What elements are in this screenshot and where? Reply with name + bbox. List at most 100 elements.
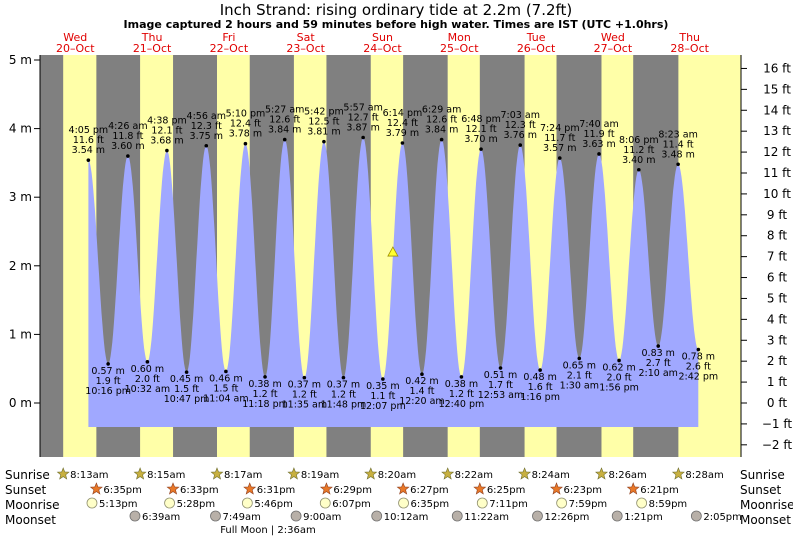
tide-label: 3.54 m [72,145,105,156]
tide-label: 2.0 ft [135,374,160,385]
tide-label: 12.1 ft [151,126,182,137]
tide-point [106,362,110,366]
tide-label: 1.2 ft [331,390,356,401]
sunset-icon [473,482,487,495]
sunset-icon [396,482,410,495]
tide-label: 4:05 pm [69,125,109,136]
tide-label: 3.84 m [425,125,458,136]
sunset-time: 6:21pm [640,485,679,496]
right-axis-label: 15 ft [763,82,791,96]
moonset-icon [690,510,702,522]
tide-label: 0.37 m [288,380,321,391]
tide-point [145,360,150,364]
moonrise-icon [164,497,175,509]
tide-point [243,141,248,146]
tide-label: 3.78 m [229,129,262,140]
day-name: Sun [372,31,393,44]
tide-point [86,158,91,162]
day-headers: Wed20–OctThu21–OctFri22–OctSat23–OctSun2… [56,31,710,55]
tide-label: 12.1 ft [466,124,497,135]
chart-subtitle: Image captured 2 hours and 59 minutes be… [124,18,669,31]
moonset-icon [129,510,141,522]
left-axis: 0 m 1 m 2 m 3 m 4 m 5 m [9,53,40,410]
tide-point [479,147,483,151]
sunrise-time: 8:13am [70,470,108,481]
right-axis-label: 7 ft [767,250,787,264]
tide-label: 11:04 am [203,393,248,404]
sunrise-time: 8:22am [455,470,493,481]
right-axis-label: 14 ft [763,103,791,117]
tide-label: 3.70 m [464,134,497,145]
tide-label: 12:53 am [478,390,523,401]
tide-label: 0.78 m [682,351,715,362]
tide-label: 11.7 ft [544,133,575,144]
tide-label: 3.87 m [346,123,379,134]
tide-label: 1.5 ft [213,383,238,394]
moonrise-icon [636,497,648,509]
full-moon-note: Full Moon | 2:36am [220,525,316,536]
tide-point [165,148,169,153]
tide-label: 3.79 m [386,128,419,139]
moonrise-time: 8:59pm [649,499,688,510]
current-level-marker [387,246,399,257]
tide-point [498,366,503,370]
tide-label: 0.48 m [523,372,556,383]
tide-label: 11:35 am [282,400,327,411]
right-axis-label: 3 ft [767,333,787,347]
tide-label: 3.57 m [543,143,576,154]
tide-label: 11:48 pm [321,400,367,411]
moonset-icon [371,510,383,522]
moonrise-label-left: Moonrise [5,498,60,512]
tide-label: 2.6 ft [686,361,711,372]
tide-label: 3.81 m [307,127,340,138]
tide-label: 4:38 pm [147,116,187,127]
sunset-time: 6:29pm [333,485,372,496]
tide-label: 1.7 ft [488,380,513,391]
tide-label: 1:30 am [560,380,599,391]
tide-label: 1.4 ft [409,386,434,397]
tide-label: 12.4 ft [230,119,261,130]
tide-label: 10:47 pm [164,394,210,405]
day-date: 27–Oct [594,42,633,55]
moonrise-icon [556,497,568,509]
sunset-icon [89,482,103,495]
tide-label: 7:03 am [501,110,540,121]
moonrise-time: 6:07pm [332,499,371,510]
tide-label: 3.75 m [190,131,223,142]
sunrise-time: 8:24am [532,470,570,481]
right-axis-label: 13 ft [763,124,791,138]
sunset-icon [243,482,257,495]
tide-label: 0.57 m [91,366,124,377]
tide-label: 6:14 pm [383,108,423,119]
astronomy-rows: Sunrise Sunset Moonrise Moonset Sunrise … [5,467,793,536]
tide-point [302,375,307,380]
tide-label: 0.65 m [563,360,596,371]
tide-label: 3.76 m [504,130,537,141]
left-axis-label: 2 m [9,259,32,273]
moonset-time: 12:26pm [544,512,589,523]
sunrise-time: 8:20am [378,470,416,481]
tide-label: 4:56 am [187,111,226,122]
sunset-time: 6:33pm [180,485,219,496]
day-date: 25–Oct [440,42,479,55]
tide-point [420,372,424,376]
right-axis-label: 4 ft [767,312,787,326]
moonrise-time: 7:59pm [569,499,608,510]
sunrise-label-right: Sunrise [740,468,785,482]
tide-label: 1.2 ft [292,390,317,401]
sunset-icon [550,482,563,495]
tide-label: 0.62 m [602,362,635,373]
right-axis-label: 1 ft [767,375,787,389]
tide-point [381,377,385,381]
moonrise-time: 7:11pm [489,499,528,510]
day-name: Wed [63,31,87,44]
tide-point [224,369,228,374]
sunrise-icon [595,467,608,480]
moonrise-icon [319,497,331,509]
sunrise-time: 8:17am [224,470,262,481]
left-axis-label: 1 m [9,327,32,341]
sunrise-icon [364,467,378,480]
tide-label: 0.42 m [405,376,438,387]
tide-label: 2.7 ft [646,358,671,369]
tide-label: 0.45 m [170,374,203,385]
